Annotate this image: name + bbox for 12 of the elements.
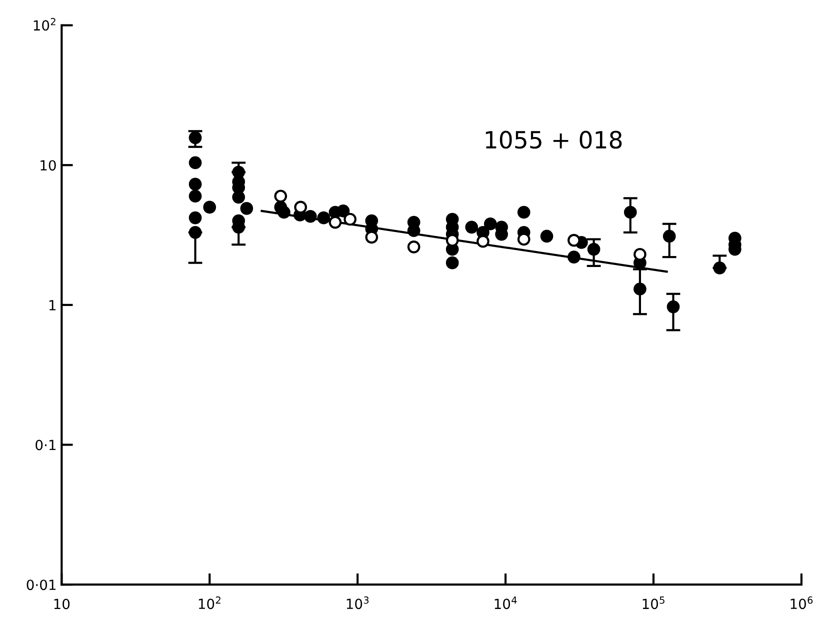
x-tick-label: 10$^{6}$ — [790, 596, 813, 610]
y-tick-label: 0·01 — [26, 580, 56, 590]
y-tick-label: 0·1 — [36, 440, 56, 450]
y-tick-label: 1 — [49, 300, 56, 310]
x-tick-label: 10$^{3}$ — [346, 596, 369, 610]
x-tick-label: 10$^{2}$ — [198, 596, 220, 610]
x-tick-label: 10 — [54, 598, 70, 610]
x-tick-label: 10$^{5}$ — [642, 596, 664, 610]
y-tick-label: 10 — [40, 160, 56, 171]
x-tick-label: 10$^{4}$ — [494, 596, 517, 610]
y-tick-label: 10$^{2}$ — [34, 18, 56, 31]
annotation: 1055 + 018 — [486, 130, 622, 149]
